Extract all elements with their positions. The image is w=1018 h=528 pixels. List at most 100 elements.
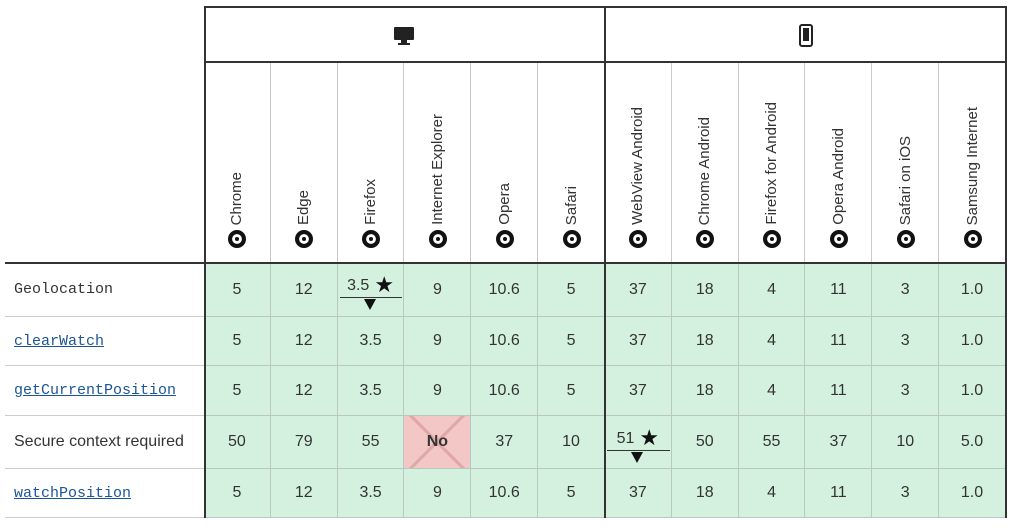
support-cell: 11 (805, 317, 873, 366)
support-cell: 37 (604, 366, 672, 416)
support-cell: 5 (204, 366, 271, 416)
version: 12 (294, 280, 313, 298)
version: 3 (900, 381, 910, 399)
support-cell: 3.5 (337, 469, 405, 518)
version: 37 (628, 280, 647, 298)
feature-name: Geolocation (5, 263, 204, 317)
version: 3.5 (359, 484, 382, 501)
browser-name: Opera (495, 183, 513, 225)
note-toggle[interactable] (631, 452, 644, 463)
version: 5 (232, 484, 242, 501)
version: 9 (432, 332, 442, 349)
support-cell: 55 (738, 416, 806, 469)
support-cell[interactable]: 3.5 ★ (337, 263, 405, 317)
support-cell: 5 (538, 366, 605, 416)
version: 3.5 (359, 332, 382, 349)
version: 3 (900, 332, 910, 349)
browser-icon (963, 230, 982, 248)
support-cell: 1.0 (939, 366, 1006, 416)
version: 5 (566, 280, 576, 298)
support-cell: 10.6 (471, 469, 539, 518)
version: 50 (228, 433, 246, 450)
support-cell: 37 (604, 469, 672, 518)
browser-icon (896, 230, 915, 248)
version: 37 (628, 484, 647, 501)
header-cell (605, 62, 672, 263)
support-cell: 11 (805, 263, 873, 317)
feature-name[interactable]: getCurrentPosition (5, 366, 204, 416)
version: 1.0 (960, 280, 984, 298)
version: 55 (762, 433, 781, 450)
border (204, 6, 206, 518)
support-cell: 10.6 (471, 317, 539, 366)
feature-name[interactable]: clearWatch (5, 317, 204, 366)
version: 1.0 (960, 484, 984, 501)
browser-icon (629, 230, 648, 248)
browser-name: Samsung Internet (963, 106, 981, 225)
version: 50 (695, 433, 714, 450)
version: 55 (361, 433, 380, 450)
browser-name: Firefox for Android (763, 102, 781, 225)
version: 5 (232, 381, 242, 399)
support-cell: 18 (671, 263, 739, 317)
browser-name: Internet Explorer (428, 114, 446, 225)
browser-icon (295, 230, 314, 248)
support-cell: 1.0 (939, 317, 1006, 366)
support-cell: 10 (538, 416, 605, 469)
browser-name: Firefox (362, 179, 380, 225)
header-cell (471, 62, 539, 263)
version: 18 (695, 381, 714, 399)
version: 18 (695, 484, 714, 501)
version: 4 (767, 280, 776, 298)
support-cell: 50 (671, 416, 739, 469)
version: 10.6 (488, 484, 520, 501)
support-cell: 9 (404, 469, 472, 518)
version: 1.0 (960, 332, 984, 349)
version: 9 (432, 484, 442, 501)
support-cell: 12 (270, 366, 338, 416)
header-cell (672, 62, 739, 263)
version: 11 (830, 280, 847, 298)
support-cell: 10.6 (471, 366, 539, 416)
version: 10.6 (488, 280, 520, 298)
support-cell: 4 (738, 469, 806, 518)
version: 10.6 (488, 332, 520, 349)
support-cell: 3.5 (337, 366, 405, 416)
support-cell: 3 (872, 469, 940, 518)
version: 10 (562, 433, 580, 450)
version: 11 (830, 332, 847, 349)
version: 4 (767, 332, 776, 349)
version: 4 (767, 484, 776, 501)
support-cell: 55 (337, 416, 405, 469)
version: 18 (695, 332, 714, 349)
feature-name[interactable]: watchPosition (5, 469, 204, 518)
version: 37 (829, 433, 848, 450)
version: 11 (830, 381, 847, 399)
support-cell: 5.0 (939, 416, 1006, 469)
support-cell: 5 (538, 469, 605, 518)
version: 9 (432, 381, 442, 399)
support-cell: No (404, 416, 472, 469)
version: 5 (566, 484, 576, 501)
note-toggle[interactable] (364, 299, 377, 310)
version: 10 (896, 433, 915, 450)
support-cell: 11 (805, 469, 873, 518)
header-cell (404, 62, 472, 263)
support-cell: 11 (805, 366, 873, 416)
note-rule (606, 450, 670, 451)
support-cell: 50 (204, 416, 271, 469)
support-cell: 79 (270, 416, 338, 469)
support-cell: 9 (404, 366, 472, 416)
support-cell: 37 (471, 416, 539, 469)
version: 5 (566, 381, 576, 399)
header-cell (872, 62, 940, 263)
version: 9 (432, 280, 442, 298)
version: 5 (232, 280, 242, 298)
version: No (426, 433, 449, 450)
support-cell: 37 (604, 317, 672, 366)
version: 3 (900, 280, 910, 298)
version: 5 (232, 332, 242, 349)
desktop-icon (394, 27, 414, 45)
support-cell: 37 (805, 416, 873, 469)
browser-name: Chrome (228, 171, 246, 225)
